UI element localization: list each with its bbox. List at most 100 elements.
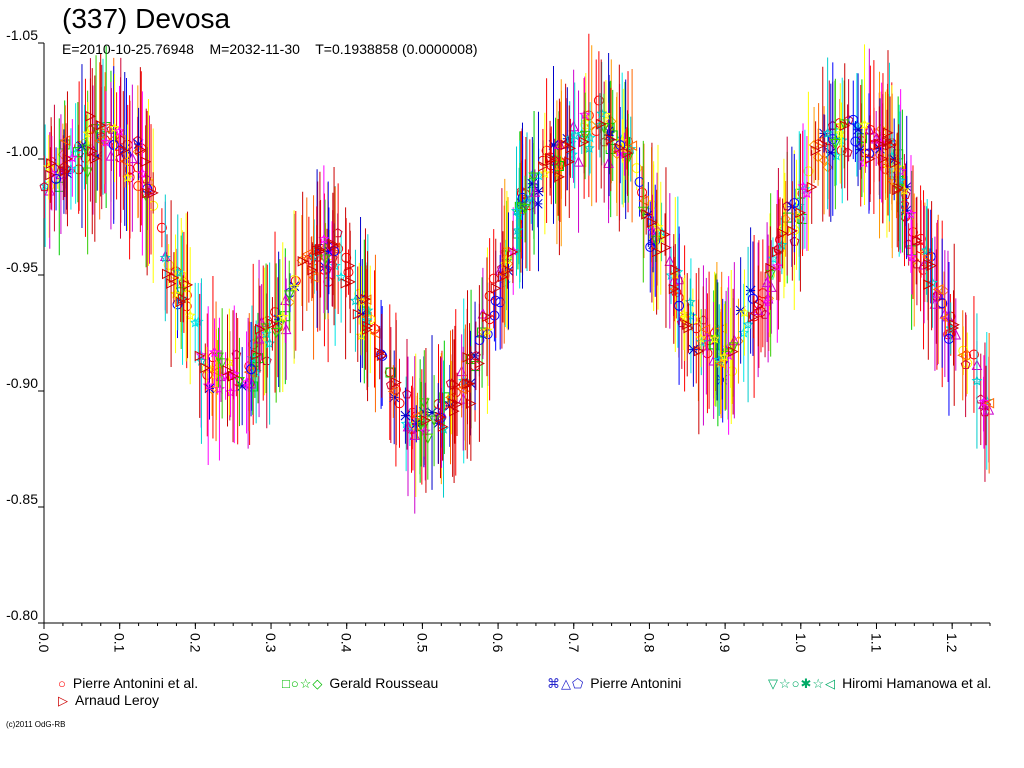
data-point [514, 202, 526, 214]
data-point [877, 153, 889, 165]
data-point [865, 153, 876, 165]
data-point [510, 205, 523, 216]
data-point [664, 255, 676, 266]
data-point [435, 411, 447, 423]
data-point [222, 365, 234, 376]
data-point [243, 366, 255, 378]
data-point [462, 351, 474, 363]
data-point [957, 349, 968, 361]
data-point [670, 264, 681, 276]
y-tick-label: -0.90 [6, 375, 38, 391]
data-point [932, 284, 944, 295]
data-point [622, 147, 634, 159]
data-point [118, 145, 129, 156]
data-point [893, 182, 905, 194]
data-point [419, 425, 431, 437]
data-point [89, 153, 101, 164]
data-point [948, 322, 960, 334]
data-point [812, 151, 824, 163]
data-point [677, 317, 687, 328]
data-point [148, 187, 159, 199]
data-point [465, 398, 477, 409]
data-point [195, 355, 207, 366]
data-point [583, 142, 595, 153]
x-tick-label: 0.8 [641, 633, 657, 653]
data-point [344, 260, 356, 272]
data-point [767, 252, 779, 264]
data-point [586, 120, 597, 131]
x-tick-label: 0.5 [414, 633, 430, 653]
data-point [387, 386, 399, 397]
data-point [161, 268, 173, 280]
axes: -1.05 -1.00 -0.95 -0.90 -0.85 -0.80 0.0 0.1 0.2 0… [6, 27, 991, 653]
data-point [85, 110, 97, 122]
data-point [184, 309, 196, 321]
y-tick-label: -1.05 [6, 27, 38, 43]
data-point [306, 263, 317, 274]
data-point [456, 383, 467, 395]
data-point [638, 195, 649, 207]
data-point [172, 266, 184, 278]
data-point [46, 158, 57, 169]
data-point [135, 144, 146, 155]
data-point [622, 153, 634, 164]
data-point [501, 253, 513, 265]
data-point [119, 155, 131, 167]
data-point [958, 345, 969, 356]
data-point [949, 319, 960, 331]
data-point [449, 405, 460, 417]
data-point [327, 238, 339, 250]
data-point [870, 132, 882, 144]
data-point [710, 335, 722, 346]
data-point [386, 379, 396, 390]
data-point [283, 290, 295, 302]
data-point [748, 311, 759, 323]
chart-subtitle: E=2010-10-25.76948 M=2032-11-30 T=0.1938… [62, 41, 478, 57]
data-point [100, 136, 112, 147]
data-point [605, 134, 617, 145]
data-point [709, 332, 721, 344]
data-point [517, 192, 528, 203]
data-point [95, 119, 107, 131]
data-point [39, 181, 50, 192]
data-point [939, 312, 951, 324]
data-point [307, 272, 319, 283]
data-point [742, 318, 754, 330]
data-point [261, 355, 272, 365]
x-tick-label: 0.9 [717, 633, 733, 653]
data-point [978, 396, 990, 407]
data-point [668, 283, 680, 295]
y-tick-label: -0.95 [6, 259, 38, 275]
data-point [481, 311, 493, 323]
x-tick-label: 1.1 [868, 633, 884, 653]
data-point [733, 335, 744, 347]
data-point [652, 221, 664, 232]
data-point [660, 229, 671, 240]
data-point [850, 136, 861, 147]
data-point [920, 244, 932, 256]
data-point [579, 136, 590, 148]
data-point [858, 118, 871, 130]
data-point [801, 187, 813, 199]
data-point [564, 156, 575, 168]
data-point [787, 225, 798, 237]
data-point [539, 167, 551, 179]
data-point [498, 269, 510, 280]
data-point [175, 296, 187, 308]
data-point [596, 118, 607, 130]
data-point [121, 171, 133, 183]
data-point [729, 334, 740, 346]
data-point [201, 363, 212, 374]
data-point [437, 421, 449, 432]
data-point [216, 358, 228, 369]
data-point [210, 365, 222, 377]
x-tick-label: 0.3 [263, 633, 279, 653]
data-point [573, 156, 584, 167]
data-point [641, 209, 652, 220]
data-point [59, 165, 71, 177]
data-point [728, 346, 739, 357]
data-point [600, 109, 612, 120]
data-point [803, 166, 814, 177]
data-point [352, 308, 364, 320]
data-point [360, 293, 372, 305]
